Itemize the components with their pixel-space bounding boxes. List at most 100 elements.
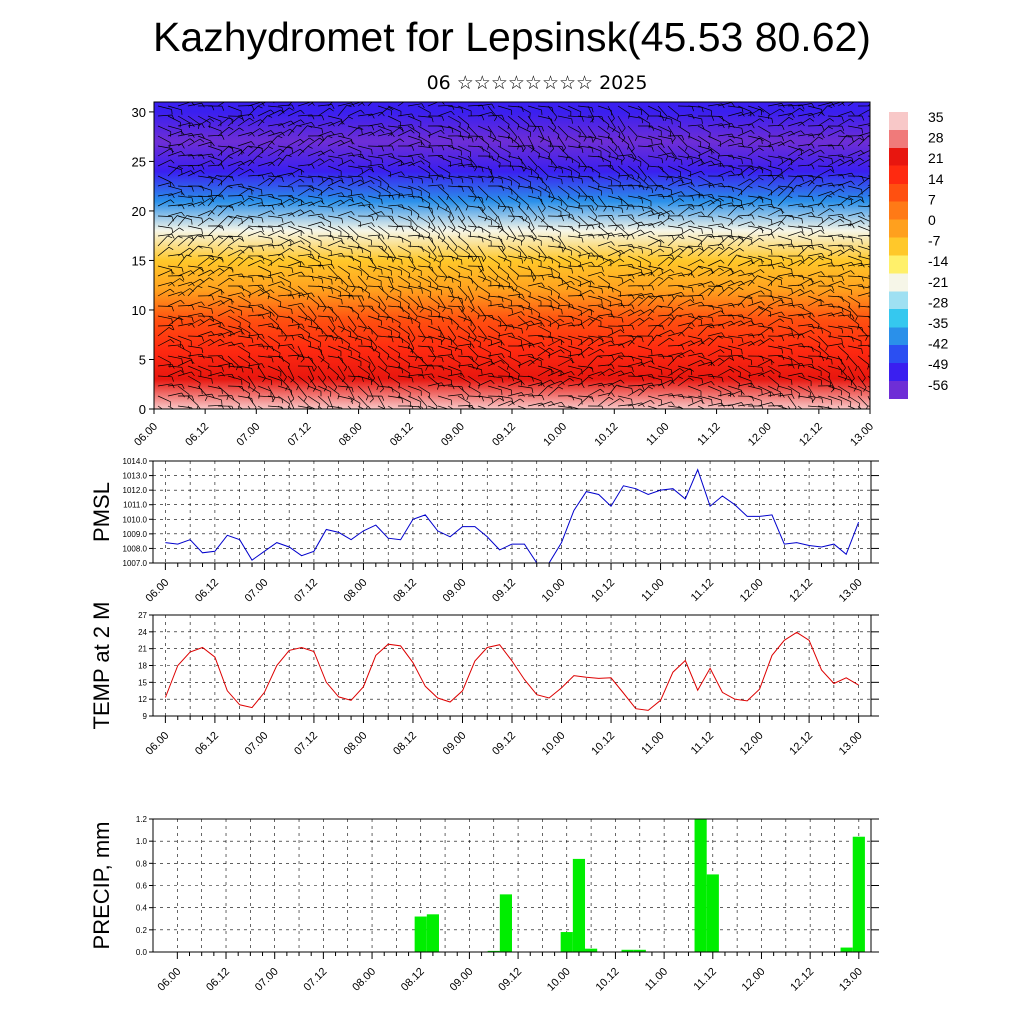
wind-barb (607, 370, 625, 377)
wind-barb (167, 365, 184, 373)
wind-barb (767, 299, 785, 307)
wind-barb (857, 109, 870, 117)
wind-barb (567, 205, 584, 214)
wind-barb (687, 247, 704, 257)
y-tick-label: 15 (138, 678, 147, 687)
wind-barb (257, 172, 275, 178)
wind-barb (347, 275, 356, 293)
wind-barb (447, 145, 462, 156)
wind-barb (357, 180, 375, 187)
wind-barb (207, 194, 225, 200)
wind-barb (427, 285, 443, 296)
wind-barb (527, 355, 542, 366)
wind-barb (157, 148, 175, 157)
wind-barb (367, 305, 380, 320)
wind-barb (287, 365, 295, 383)
wind-barb (277, 185, 294, 192)
wind-barb (767, 405, 784, 409)
wind-barb (357, 203, 375, 209)
wind-barb (287, 225, 302, 236)
wind-barb (597, 340, 615, 347)
wind-barb (307, 158, 325, 167)
wind-barb (417, 215, 431, 229)
wind-barb (607, 258, 625, 267)
wind-barb (707, 123, 725, 129)
wind-barb (717, 320, 735, 327)
wind-barb (327, 235, 343, 244)
wind-barb (497, 185, 513, 195)
wind-barb (747, 290, 765, 297)
wind-barb (727, 216, 743, 227)
wind-barb (617, 264, 635, 270)
wind-barb (817, 405, 833, 409)
wind-barb (697, 160, 715, 167)
x-tick-label: 11.00 (644, 421, 671, 448)
wind-barb (447, 405, 454, 409)
wind-barb (447, 265, 461, 279)
wind-barb (627, 195, 644, 204)
wind-barb (547, 315, 560, 330)
x-tick-label: 11.00 (639, 730, 666, 757)
wind-barb (377, 275, 394, 283)
wind-barb (377, 105, 392, 116)
wind-barb (547, 145, 565, 152)
wind-barb (457, 315, 472, 326)
wind-barb (737, 221, 755, 227)
x-tick-label: 12.00 (740, 966, 768, 994)
wind-barb (187, 169, 205, 177)
wind-barb (787, 108, 805, 117)
wind-barb (577, 280, 595, 287)
wind-barb (557, 115, 573, 124)
wind-barb (657, 329, 675, 337)
wind-barb (527, 235, 542, 246)
wind-barb (567, 353, 585, 359)
wind-barb (787, 355, 800, 369)
wind-barb (587, 348, 605, 357)
wind-barb (557, 345, 572, 357)
wind-barb (427, 265, 438, 281)
wind-barb (227, 395, 240, 409)
y-tick-label: 20 (132, 204, 146, 219)
wind-barb (717, 165, 735, 171)
wind-barb (527, 185, 542, 197)
wind-barb (337, 104, 352, 117)
wind-barb (417, 405, 422, 409)
wind-barb (557, 280, 575, 287)
wind-barb (187, 185, 205, 191)
wind-barb (857, 177, 870, 187)
wind-barb (737, 129, 755, 137)
wind-barb (427, 305, 441, 319)
wind-barb (777, 315, 793, 324)
wind-barb (567, 275, 582, 287)
wind-barb (747, 177, 764, 187)
wind-barb (757, 306, 774, 317)
wind-barb (187, 235, 203, 247)
wind-barb (217, 205, 233, 217)
wind-barb (748, 405, 764, 409)
wind-barb (517, 255, 533, 264)
wind-barb (547, 386, 564, 397)
wind-barb (207, 257, 224, 267)
wind-barb (837, 270, 855, 277)
wind-barb (837, 405, 841, 409)
wind-barb (277, 145, 294, 154)
wind-barb (627, 165, 640, 180)
wind-barb (597, 175, 613, 186)
wind-barb (167, 384, 185, 389)
wind-barb (617, 204, 635, 210)
wind-barb (807, 133, 825, 139)
wind-barb (187, 312, 205, 318)
x-tick-label: 06.12 (193, 730, 221, 758)
wind-barb (487, 245, 505, 252)
wind-barb (817, 335, 829, 351)
wind-barb (677, 203, 695, 209)
wind-barb (547, 349, 565, 357)
wind-barb (737, 145, 754, 153)
wind-barb (567, 383, 585, 389)
wind-barb (347, 225, 359, 241)
wind-barb (437, 315, 453, 325)
wind-barb (187, 195, 204, 202)
wind-barb (607, 315, 624, 323)
wind-barb (397, 285, 413, 294)
